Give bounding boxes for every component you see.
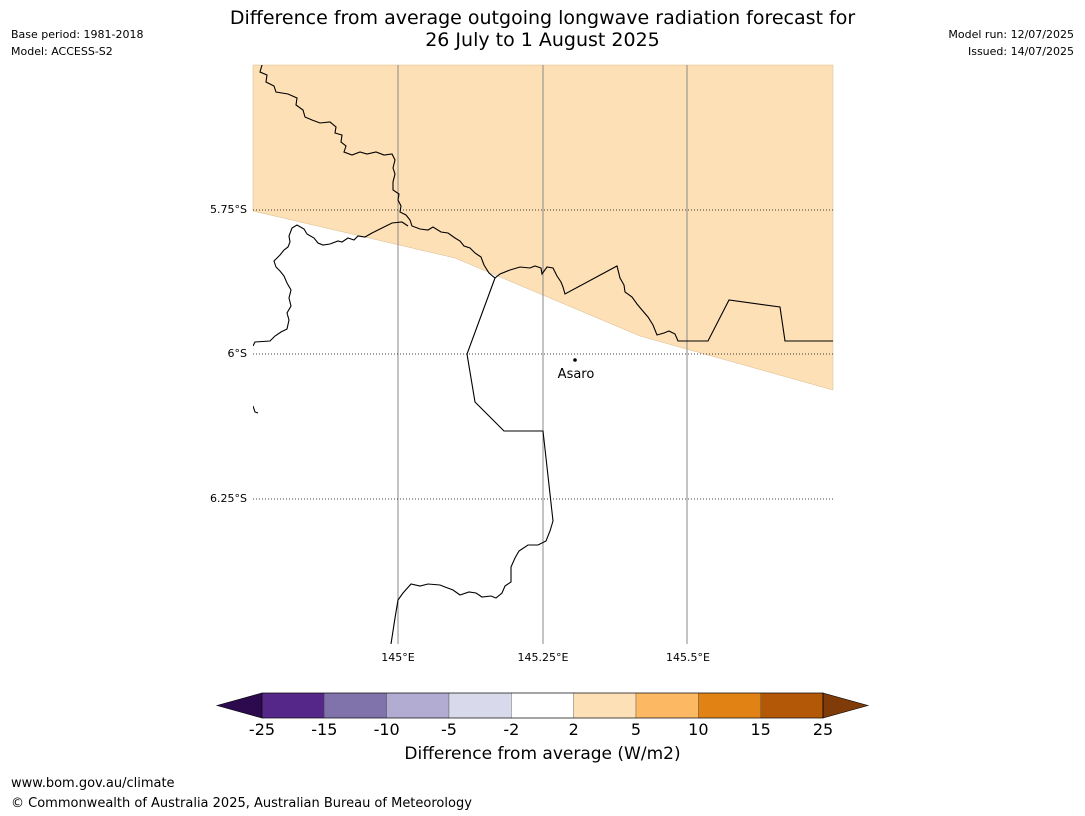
province-borders [253,65,833,644]
colorbar-box [324,692,387,719]
district-boundary [390,277,554,644]
colorbar-tick-label: 25 [813,720,833,739]
footer-copyright: © Commonwealth of Australia 2025, Austra… [11,796,472,811]
colorbar-box [760,692,824,719]
colorbar-title: Difference from average (W/m2) [404,744,681,764]
colorbar-tick-label: 2 [569,720,579,739]
colorbar-tick-label: -25 [249,720,275,739]
parallel-lines [253,209,833,500]
colorbar-box [511,692,574,719]
lon-label-145-25e: 145.25°E [518,651,569,664]
colorbar-box [386,692,450,719]
lat-label-6s: 6°S [228,347,247,360]
colorbar-tick-label: 15 [750,720,770,739]
colorbar-above-arrow [822,692,870,719]
lat-label-6-25s: 6.25°S [210,492,247,505]
small-boundary-fragment [253,405,259,414]
model-name: Model: ACCESS-S2 [11,45,113,58]
colorbar-tick-label: -2 [503,720,519,739]
western-border [253,221,409,347]
colorbar-below-arrow [215,692,263,719]
lat-label-5-75s: 5.75°S [210,203,247,216]
colorbar: -25 -15 -10 -5 -2 2 5 10 15 25 [215,692,870,739]
colorbar-tick-labels: -25 -15 -10 -5 -2 2 5 10 15 25 [249,720,833,739]
issued-date: Issued: 14/07/2025 [967,45,1074,58]
colorbar-tick-label: 5 [631,720,641,739]
colorbar-tick-label: -10 [374,720,400,739]
colorbar-boxes [261,692,824,719]
colorbar-box [261,692,325,719]
colorbar-tick-label: -5 [441,720,457,739]
northern-border [259,65,833,342]
colorbar-frame [261,692,824,719]
map-title: Difference from average outgoing longwav… [0,7,1085,51]
asaro-label: Asaro [558,367,595,382]
lon-label-145e: 145°E [381,651,414,664]
lon-label-145-5e: 145.5°E [666,651,710,664]
title-line-1: Difference from average outgoing longwav… [229,7,856,29]
colorbar-box [573,692,637,719]
title-line-2: 26 July to 1 August 2025 [425,29,660,51]
meridian-lines [397,65,688,644]
asaro-marker [573,358,577,362]
meta-left: Base period: 1981-2018 Model: ACCESS-S2 [11,26,143,60]
footer: www.bom.gov.au/climate © Commonwealth of… [11,774,472,814]
colorbar-box [448,692,512,719]
footer-url: www.bom.gov.au/climate [11,776,175,791]
colorbar-tick-label: -15 [311,720,337,739]
model-run: Model run: 12/07/2025 [948,28,1074,41]
meta-right: Model run: 12/07/2025 Issued: 14/07/2025 [948,26,1074,60]
base-period: Base period: 1981-2018 [11,28,144,41]
colorbar-tick-label: 10 [688,720,708,739]
colorbar-box [698,692,761,719]
colorbar-box [635,692,699,719]
